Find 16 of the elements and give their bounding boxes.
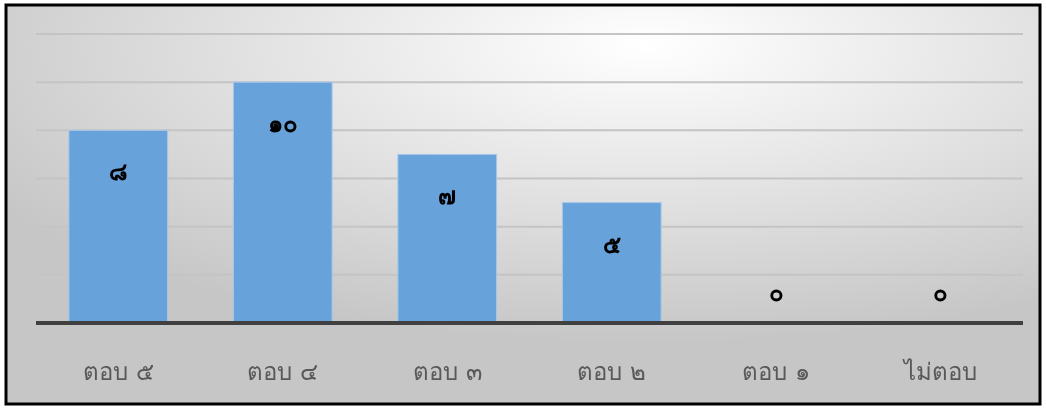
data-label: ๘ [108, 158, 128, 187]
bar [232, 81, 333, 324]
x-tick-label: ตอบ ๒ [577, 358, 647, 386]
x-tick-label: ตอบ ๔ [247, 358, 319, 386]
bar [397, 153, 498, 324]
bar [561, 202, 662, 324]
x-tick-label: ไม่ตอบ [902, 358, 978, 386]
x-tick-label: ตอบ ๕ [82, 358, 154, 386]
data-label: ๗ [438, 182, 457, 211]
data-label: ๕ [602, 230, 621, 259]
data-label: ๑๐ [267, 110, 298, 139]
x-tick-label: ตอบ ๑ [742, 358, 811, 386]
x-tick-label: ตอบ ๓ [412, 358, 482, 386]
data-label: ๐ [933, 279, 949, 307]
bar [68, 129, 169, 324]
data-label: ๐ [768, 279, 784, 307]
